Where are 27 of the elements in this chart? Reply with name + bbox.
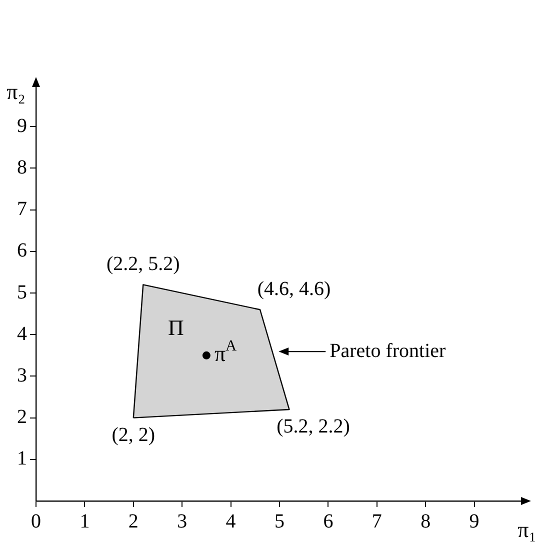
x-tick-label: 7 — [372, 510, 382, 532]
x-tick-label: 3 — [177, 510, 188, 532]
annotation: (5.2, 2.2) — [276, 416, 350, 438]
y-tick-label: 7 — [17, 198, 27, 220]
annotation: (2, 2) — [112, 424, 156, 446]
x-tick-label: 1 — [80, 510, 90, 532]
y-tick-label: 6 — [17, 240, 27, 262]
y-axis-title: π₂ — [6, 78, 26, 104]
x-tick-label: 2 — [128, 510, 138, 532]
y-tick-label: 9 — [17, 114, 27, 137]
x-tick-label: 0 — [31, 510, 41, 532]
y-tick-label: 5 — [17, 281, 27, 304]
y-tick-label: 4 — [17, 322, 27, 345]
annotation: Π — [168, 315, 184, 340]
y-tick-label: 1 — [17, 448, 27, 470]
y-tick-label: 3 — [17, 364, 27, 386]
x-tick-label: 8 — [420, 510, 431, 532]
y-tick-label: 8 — [17, 156, 27, 178]
annotation: (4.6, 4.6) — [257, 278, 331, 300]
x-tick-label: 4 — [226, 510, 236, 532]
x-tick-label: 5 — [274, 510, 284, 532]
x-tick-label: 6 — [323, 510, 334, 532]
x-tick-label: 9 — [469, 510, 480, 532]
x-axis-title: π₁ — [518, 516, 536, 542]
y-tick-label: 2 — [17, 406, 27, 428]
annotation: Pareto frontier — [330, 340, 446, 362]
annotation: (2.2, 5.2) — [106, 252, 180, 275]
